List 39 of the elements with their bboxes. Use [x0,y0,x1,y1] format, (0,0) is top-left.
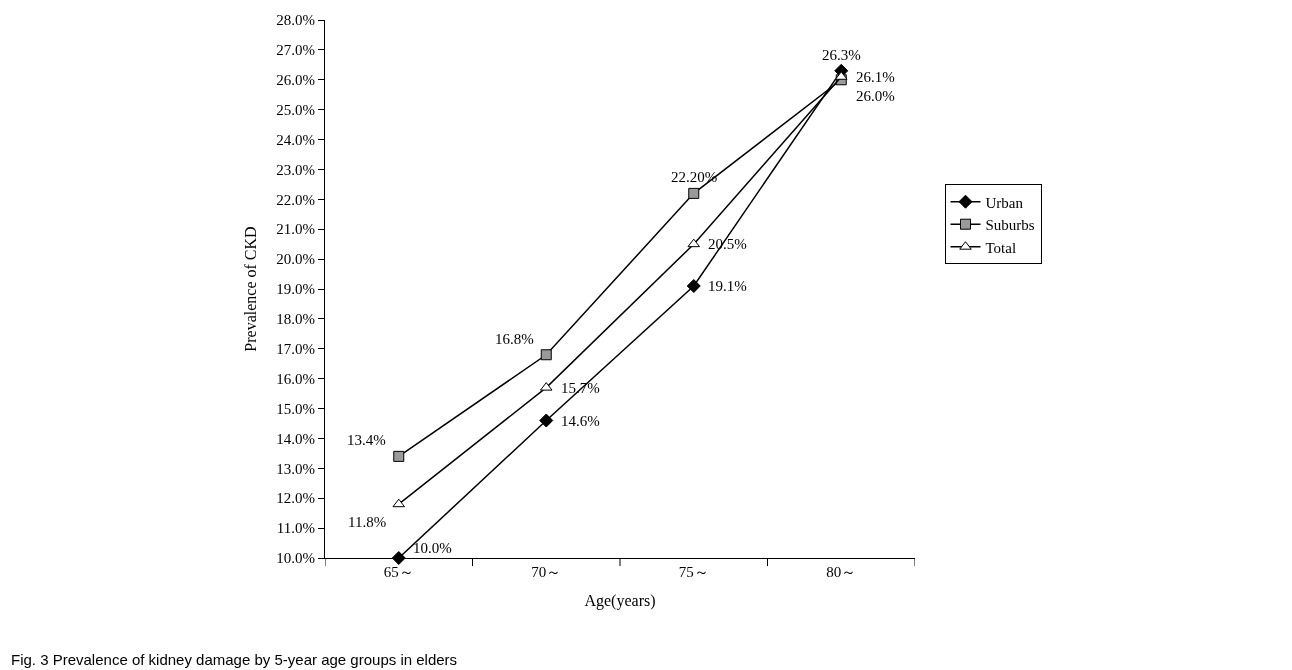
data-label: 22.20% [671,169,718,185]
y-tick-label: 18.0% [276,311,315,328]
legend-label: Urban [985,194,1024,211]
y-tick-label: 25.0% [276,101,315,118]
x-tick-label: 65～ [383,564,414,580]
y-tick-label: 16.0% [276,370,315,387]
y-tick-label: 21.0% [276,221,315,238]
y-tick-label: 24.0% [276,131,315,148]
y-tick-label: 10.0% [276,550,315,567]
data-label: 13.4% [347,432,386,448]
y-tick-label: 22.0% [276,191,315,208]
y-tick-label: 12.0% [276,490,315,507]
x-tick-label: 70～ [531,564,562,580]
y-tick-label: 23.0% [276,161,315,178]
y-axis-title: Prevalence of CKD [242,226,260,352]
y-tick-label: 15.0% [276,400,315,417]
data-label: 19.1% [708,278,747,294]
data-label: 26.0% [856,88,895,104]
y-tick-label: 27.0% [276,42,315,59]
y-tick-label: 17.0% [276,341,315,358]
x-tick-label: 80～ [826,564,857,580]
y-tick-label: 14.0% [276,430,315,447]
y-tick-label: 11.0% [276,520,315,537]
x-tick-label: 75～ [678,564,709,580]
legend-label: Suburbs [985,217,1035,234]
y-tick-label: 20.0% [276,251,315,268]
data-label: 10.0% [413,540,452,556]
data-label: 16.8% [495,331,534,347]
caption: Fig. 3 Prevalence of kidney damage by 5-year age groups in elders [11,651,458,668]
y-tick-label: 19.0% [276,281,315,298]
y-tick-label: 26.0% [276,72,315,89]
x-axis-title: Age(years) [584,591,656,610]
data-label: 11.8% [348,514,387,530]
data-label: 26.3% [822,47,861,63]
data-label: 14.6% [561,413,600,429]
y-tick-label: 28.0% [276,12,315,29]
y-tick-label: 13.0% [276,460,315,477]
data-label: 26.1% [856,69,895,85]
legend-label: Total [985,239,1017,256]
